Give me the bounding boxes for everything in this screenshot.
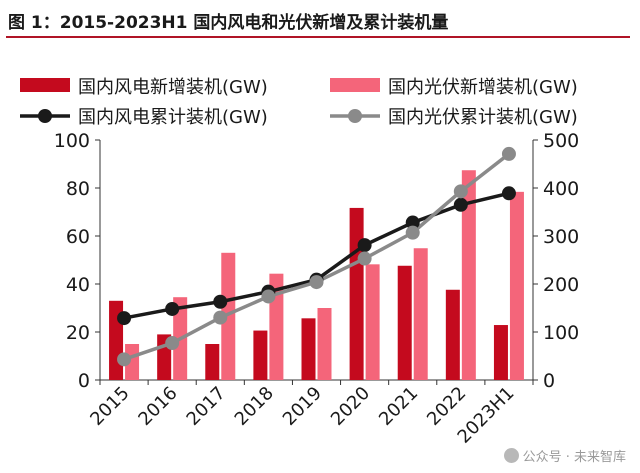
right-axis-tick-label: 100	[543, 322, 579, 344]
watermark: 公众号 · 未来智库	[503, 446, 626, 465]
x-axis-tick-label: 2016	[134, 383, 181, 430]
wechat-icon	[503, 448, 519, 463]
legend-marker-solar-cumulative	[348, 109, 362, 123]
legend-label: 国内光伏累计装机(GW)	[388, 107, 578, 128]
bar-wind-new	[397, 265, 412, 380]
left-axis-tick-label: 60	[66, 226, 90, 248]
point-wind-cumulative	[213, 294, 228, 309]
point-wind-cumulative	[357, 238, 372, 253]
x-axis-tick-label: 2015	[86, 383, 133, 430]
bar-solar-new	[317, 308, 332, 380]
point-wind-cumulative	[165, 301, 180, 316]
point-solar-cumulative	[117, 352, 132, 367]
line-series	[117, 146, 516, 367]
bar-wind-new	[445, 289, 460, 380]
left-axis-tick-label: 100	[54, 130, 90, 152]
point-solar-cumulative	[405, 225, 420, 240]
point-solar-cumulative	[213, 310, 228, 325]
bar-wind-new	[205, 344, 220, 380]
point-solar-cumulative	[165, 336, 180, 351]
point-solar-cumulative	[309, 275, 324, 290]
point-solar-cumulative	[501, 146, 516, 161]
legend-swatch-wind-new	[20, 78, 70, 92]
point-solar-cumulative	[357, 251, 372, 266]
x-axis-tick-label: 2017	[183, 383, 230, 430]
bar-solar-new	[221, 252, 236, 380]
legend: 国内风电新增装机(GW) 国内光伏新增装机(GW) 国内风电累计装机(GW) 国内光伏…	[20, 77, 578, 128]
point-solar-cumulative	[453, 184, 468, 199]
bar-solar-new	[413, 248, 428, 380]
point-wind-cumulative	[453, 197, 468, 212]
point-wind-cumulative	[405, 215, 420, 230]
bar-wind-new	[493, 325, 508, 380]
x-axis-tick-label: 2019	[279, 383, 326, 430]
legend-label: 国内风电累计装机(GW)	[78, 107, 268, 128]
bar-solar-new	[461, 170, 476, 380]
right-axis-tick-label: 200	[543, 274, 579, 296]
x-axis-tick-label: 2018	[231, 383, 278, 430]
left-axis-tick-label: 80	[66, 178, 90, 200]
page-title: 图 1：2015-2023H1 国内风电和光伏新增及累计装机量	[8, 13, 449, 33]
right-axis-tick-label: 500	[543, 130, 579, 152]
point-wind-cumulative	[501, 186, 516, 201]
bar-wind-new	[253, 330, 268, 380]
right-axis-tick-label: 400	[543, 178, 579, 200]
legend-swatch-solar-new	[330, 78, 380, 92]
right-axis-tick-label: 300	[543, 226, 579, 248]
bar-wind-new	[349, 207, 364, 380]
legend-label: 国内光伏新增装机(GW)	[388, 77, 578, 98]
point-wind-cumulative	[117, 311, 132, 326]
title-bar: 图 1：2015-2023H1 国内风电和光伏新增及累计装机量	[0, 0, 640, 38]
watermark-text: 公众号 · 未来智库	[522, 450, 626, 465]
bar-solar-new	[509, 191, 524, 380]
point-solar-cumulative	[261, 289, 276, 304]
x-axis-tick-label: 2020	[327, 383, 374, 430]
left-axis-tick-label: 0	[78, 370, 90, 392]
title-underline	[6, 36, 630, 38]
bar-solar-new	[365, 264, 380, 380]
legend-marker-wind-cumulative	[38, 109, 52, 123]
right-axis-tick-label: 0	[543, 370, 555, 392]
left-axis-tick-label: 40	[66, 274, 90, 296]
left-axis-tick-label: 20	[66, 322, 90, 344]
x-axis-tick-label: 2021	[375, 383, 422, 430]
bar-wind-new	[301, 318, 316, 380]
legend-label: 国内风电新增装机(GW)	[78, 77, 268, 98]
bar-solar-new	[125, 344, 140, 380]
